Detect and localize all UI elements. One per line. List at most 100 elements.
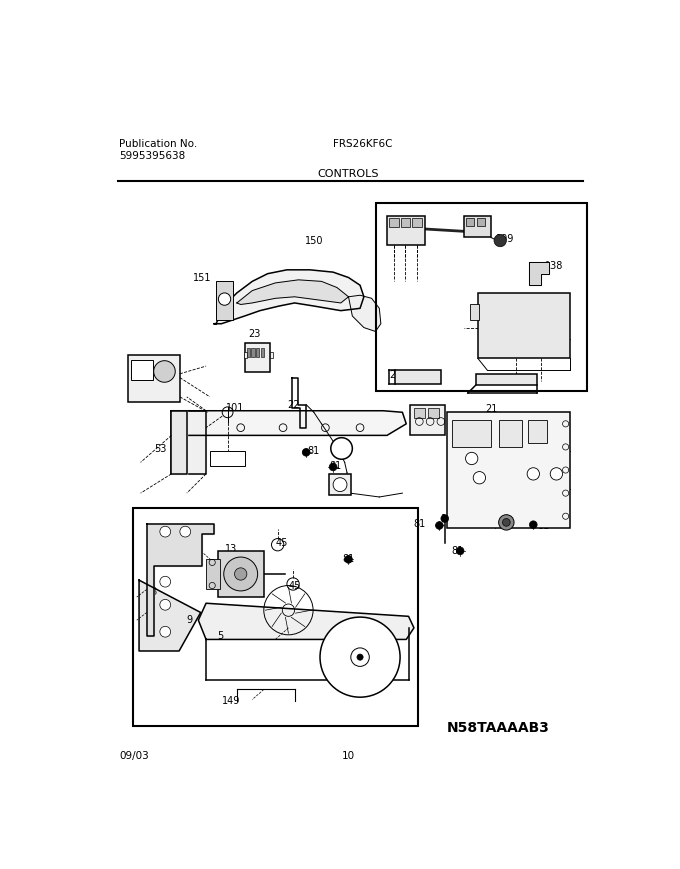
Polygon shape bbox=[171, 411, 187, 474]
Text: 10: 10 bbox=[342, 752, 355, 761]
Text: 8: 8 bbox=[151, 587, 157, 597]
Bar bbox=[260, 348, 264, 357]
Circle shape bbox=[456, 547, 464, 554]
Text: 45: 45 bbox=[288, 580, 301, 591]
Bar bbox=[128, 355, 180, 402]
Bar bbox=[428, 408, 439, 418]
Polygon shape bbox=[171, 411, 406, 435]
Text: FRS26KF6C: FRS26KF6C bbox=[333, 139, 392, 149]
Text: 81: 81 bbox=[413, 519, 426, 529]
Circle shape bbox=[160, 627, 171, 637]
Bar bbox=[466, 218, 474, 226]
Bar bbox=[256, 348, 259, 357]
Text: 45: 45 bbox=[275, 538, 288, 548]
Text: 18: 18 bbox=[498, 514, 510, 523]
Bar bbox=[387, 216, 426, 245]
Text: 09/03: 09/03 bbox=[119, 752, 149, 761]
Circle shape bbox=[224, 557, 258, 591]
Text: 138: 138 bbox=[545, 261, 563, 271]
Bar bbox=[410, 405, 445, 435]
Circle shape bbox=[160, 576, 171, 587]
Bar bbox=[412, 218, 422, 228]
Bar bbox=[270, 352, 273, 358]
Bar bbox=[133, 507, 418, 726]
Bar bbox=[376, 202, 588, 391]
Bar bbox=[470, 304, 479, 320]
Circle shape bbox=[235, 567, 247, 580]
Bar bbox=[447, 412, 571, 527]
Text: 149: 149 bbox=[222, 696, 241, 706]
Text: 81: 81 bbox=[329, 461, 341, 471]
Polygon shape bbox=[214, 270, 364, 324]
Bar bbox=[216, 282, 233, 320]
Circle shape bbox=[180, 527, 190, 537]
Bar bbox=[243, 352, 247, 358]
Bar bbox=[252, 348, 254, 357]
Circle shape bbox=[435, 521, 443, 529]
Text: 198: 198 bbox=[468, 216, 486, 226]
Text: 81: 81 bbox=[537, 521, 549, 531]
Text: 5: 5 bbox=[217, 631, 223, 640]
Circle shape bbox=[441, 514, 449, 522]
Polygon shape bbox=[139, 580, 201, 651]
Text: 150: 150 bbox=[305, 236, 323, 246]
Text: 21A: 21A bbox=[412, 408, 431, 417]
Text: 53: 53 bbox=[154, 444, 167, 454]
Polygon shape bbox=[199, 603, 414, 640]
Bar bbox=[401, 218, 410, 228]
Circle shape bbox=[329, 463, 337, 471]
Bar bbox=[394, 370, 441, 384]
Text: 16: 16 bbox=[333, 479, 345, 489]
Text: 201: 201 bbox=[486, 375, 504, 385]
Bar bbox=[131, 360, 153, 380]
Text: Publication No.: Publication No. bbox=[119, 139, 197, 149]
Text: 151: 151 bbox=[193, 273, 211, 282]
Text: 14: 14 bbox=[178, 530, 190, 541]
Polygon shape bbox=[147, 524, 214, 635]
Text: 13: 13 bbox=[225, 544, 237, 554]
Text: 199: 199 bbox=[496, 234, 515, 244]
Circle shape bbox=[160, 527, 171, 537]
Circle shape bbox=[154, 361, 175, 382]
Circle shape bbox=[550, 468, 562, 480]
Circle shape bbox=[357, 654, 363, 660]
Circle shape bbox=[160, 600, 171, 610]
Text: 139: 139 bbox=[386, 225, 404, 235]
Text: CONTROLS: CONTROLS bbox=[318, 169, 379, 179]
Circle shape bbox=[330, 438, 352, 459]
Text: 22: 22 bbox=[287, 400, 299, 409]
Text: 17: 17 bbox=[441, 514, 454, 523]
Bar bbox=[206, 559, 220, 589]
Circle shape bbox=[218, 293, 231, 305]
Circle shape bbox=[498, 514, 514, 530]
Polygon shape bbox=[530, 262, 549, 285]
Text: 21: 21 bbox=[485, 404, 497, 415]
Bar bbox=[477, 218, 485, 226]
Bar bbox=[218, 551, 264, 597]
Circle shape bbox=[527, 468, 539, 480]
Text: 81: 81 bbox=[342, 554, 355, 564]
Bar bbox=[210, 451, 245, 466]
Circle shape bbox=[503, 519, 510, 527]
Text: 15: 15 bbox=[335, 442, 347, 452]
Bar bbox=[245, 343, 270, 372]
Circle shape bbox=[466, 453, 478, 465]
Text: 5995395638: 5995395638 bbox=[119, 151, 185, 161]
Bar bbox=[498, 420, 522, 447]
Circle shape bbox=[320, 617, 400, 697]
Circle shape bbox=[473, 472, 486, 484]
Text: 9: 9 bbox=[186, 615, 192, 625]
Polygon shape bbox=[348, 295, 381, 331]
Bar bbox=[414, 408, 425, 418]
Text: 101: 101 bbox=[226, 403, 245, 414]
Polygon shape bbox=[171, 411, 206, 474]
Circle shape bbox=[345, 555, 352, 563]
Bar bbox=[452, 420, 491, 447]
Text: 137: 137 bbox=[545, 307, 563, 317]
Circle shape bbox=[530, 521, 537, 528]
Circle shape bbox=[303, 448, 310, 456]
Bar bbox=[329, 474, 351, 495]
Text: 200: 200 bbox=[389, 370, 408, 381]
Bar bbox=[478, 293, 571, 358]
Text: 23: 23 bbox=[248, 328, 260, 339]
